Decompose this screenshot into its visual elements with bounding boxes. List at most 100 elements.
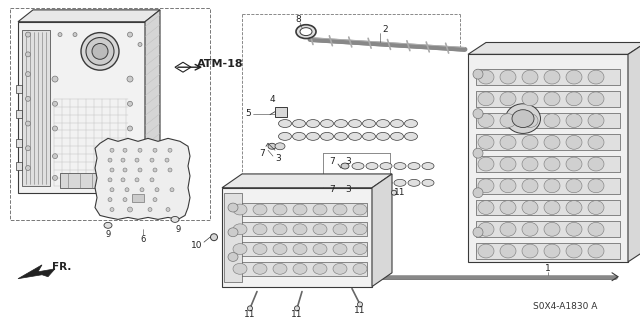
Ellipse shape	[333, 263, 347, 274]
Polygon shape	[227, 222, 367, 236]
Ellipse shape	[588, 201, 604, 214]
Polygon shape	[18, 22, 145, 193]
Ellipse shape	[127, 76, 133, 82]
Ellipse shape	[500, 135, 516, 149]
Polygon shape	[227, 242, 367, 256]
Polygon shape	[227, 203, 367, 216]
Text: ATM-18: ATM-18	[196, 59, 243, 69]
Ellipse shape	[588, 135, 604, 149]
Ellipse shape	[127, 126, 132, 131]
Ellipse shape	[313, 204, 327, 215]
Ellipse shape	[522, 201, 538, 214]
Polygon shape	[476, 156, 620, 172]
Ellipse shape	[108, 158, 112, 162]
Ellipse shape	[233, 244, 247, 255]
Ellipse shape	[294, 306, 300, 311]
Ellipse shape	[292, 120, 305, 128]
Text: 9: 9	[106, 230, 111, 239]
Polygon shape	[476, 243, 620, 259]
Ellipse shape	[500, 244, 516, 258]
Ellipse shape	[500, 222, 516, 236]
Ellipse shape	[478, 244, 494, 258]
Ellipse shape	[408, 179, 420, 186]
Ellipse shape	[500, 114, 516, 128]
Ellipse shape	[408, 163, 420, 169]
Polygon shape	[476, 200, 620, 215]
Text: 6: 6	[140, 235, 146, 244]
Ellipse shape	[293, 204, 307, 215]
Ellipse shape	[293, 244, 307, 255]
Ellipse shape	[26, 121, 31, 126]
Ellipse shape	[26, 96, 31, 101]
Polygon shape	[372, 174, 392, 286]
Ellipse shape	[296, 25, 316, 39]
Ellipse shape	[358, 302, 362, 307]
Text: 1: 1	[545, 264, 551, 273]
Ellipse shape	[376, 132, 390, 140]
Ellipse shape	[353, 263, 367, 274]
Ellipse shape	[522, 114, 538, 128]
Polygon shape	[16, 139, 22, 147]
Polygon shape	[222, 174, 392, 188]
Ellipse shape	[500, 179, 516, 193]
Ellipse shape	[341, 163, 349, 169]
Ellipse shape	[544, 92, 560, 106]
Ellipse shape	[380, 163, 392, 169]
Ellipse shape	[349, 120, 362, 128]
Ellipse shape	[341, 180, 349, 186]
Ellipse shape	[333, 224, 347, 235]
Ellipse shape	[478, 70, 494, 84]
Ellipse shape	[422, 163, 434, 169]
Text: 11: 11	[394, 188, 406, 197]
Ellipse shape	[366, 179, 378, 186]
Ellipse shape	[52, 175, 58, 180]
Text: 8: 8	[295, 15, 301, 24]
Polygon shape	[476, 221, 620, 237]
Ellipse shape	[150, 178, 154, 182]
Text: 3: 3	[275, 154, 281, 163]
Ellipse shape	[127, 101, 132, 106]
Ellipse shape	[478, 201, 494, 214]
Ellipse shape	[26, 52, 31, 57]
Bar	[132, 194, 144, 202]
Bar	[10, 8, 210, 220]
Ellipse shape	[478, 135, 494, 149]
Ellipse shape	[168, 168, 172, 172]
Ellipse shape	[150, 158, 154, 162]
Ellipse shape	[588, 114, 604, 128]
Polygon shape	[18, 10, 160, 22]
Ellipse shape	[123, 198, 127, 202]
Ellipse shape	[92, 43, 108, 59]
Ellipse shape	[352, 163, 364, 169]
Ellipse shape	[253, 263, 267, 274]
Ellipse shape	[253, 204, 267, 215]
Ellipse shape	[313, 224, 327, 235]
Ellipse shape	[335, 132, 348, 140]
Ellipse shape	[268, 143, 276, 149]
Ellipse shape	[121, 178, 125, 182]
Ellipse shape	[313, 244, 327, 255]
Ellipse shape	[228, 253, 238, 261]
Ellipse shape	[273, 244, 287, 255]
Ellipse shape	[52, 154, 58, 159]
Ellipse shape	[166, 208, 170, 211]
Ellipse shape	[273, 224, 287, 235]
Ellipse shape	[293, 263, 307, 274]
Ellipse shape	[26, 166, 31, 170]
Polygon shape	[476, 134, 620, 150]
Text: 11: 11	[244, 310, 256, 319]
Ellipse shape	[478, 92, 494, 106]
Text: S0X4-A1830 A: S0X4-A1830 A	[533, 302, 597, 311]
Ellipse shape	[473, 227, 483, 237]
Ellipse shape	[566, 244, 582, 258]
Ellipse shape	[380, 179, 392, 186]
Ellipse shape	[478, 179, 494, 193]
Ellipse shape	[138, 42, 142, 47]
Polygon shape	[95, 138, 190, 219]
Ellipse shape	[478, 222, 494, 236]
Ellipse shape	[135, 158, 139, 162]
Ellipse shape	[307, 132, 319, 140]
Ellipse shape	[392, 190, 397, 195]
Ellipse shape	[58, 33, 62, 37]
Ellipse shape	[566, 92, 582, 106]
